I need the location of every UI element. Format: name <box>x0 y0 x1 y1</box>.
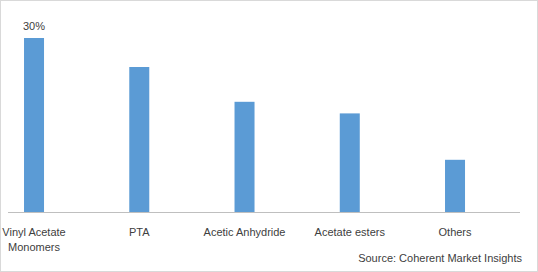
category-label: Acetic Anhydride <box>204 226 286 238</box>
bar <box>340 113 360 212</box>
category-label: PTA <box>129 226 150 238</box>
bar <box>129 67 149 212</box>
bar <box>235 102 255 212</box>
x-axis-line <box>8 212 520 213</box>
source-note: Source: Coherent Market Insights <box>358 252 522 264</box>
category-label: Vinyl AcetateMonomers <box>2 226 65 253</box>
category-label: Others <box>439 226 473 238</box>
data-label: 30% <box>23 20 45 32</box>
bars <box>24 38 465 212</box>
chart-container: 30% Vinyl AcetateMonomers PTA Acetic Anhydr… <box>0 0 538 272</box>
chart-frame <box>1 1 538 272</box>
category-label: Acetate esters <box>315 226 386 238</box>
bar <box>445 160 465 212</box>
bar <box>24 38 44 212</box>
chart-svg: 30% Vinyl AcetateMonomers PTA Acetic Anhydr… <box>0 0 538 272</box>
